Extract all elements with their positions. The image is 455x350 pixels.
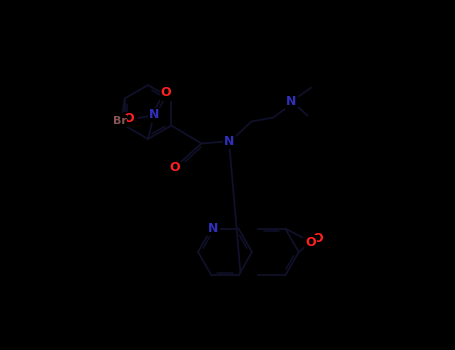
Text: O: O <box>312 232 323 245</box>
Text: Br: Br <box>113 116 126 126</box>
Text: O: O <box>124 112 134 126</box>
Text: N: N <box>286 95 297 108</box>
Text: O: O <box>169 161 180 174</box>
Text: N: N <box>224 135 235 148</box>
Text: O: O <box>161 86 172 99</box>
Text: O: O <box>305 236 316 249</box>
Text: N: N <box>208 222 219 235</box>
Text: N: N <box>149 108 159 121</box>
